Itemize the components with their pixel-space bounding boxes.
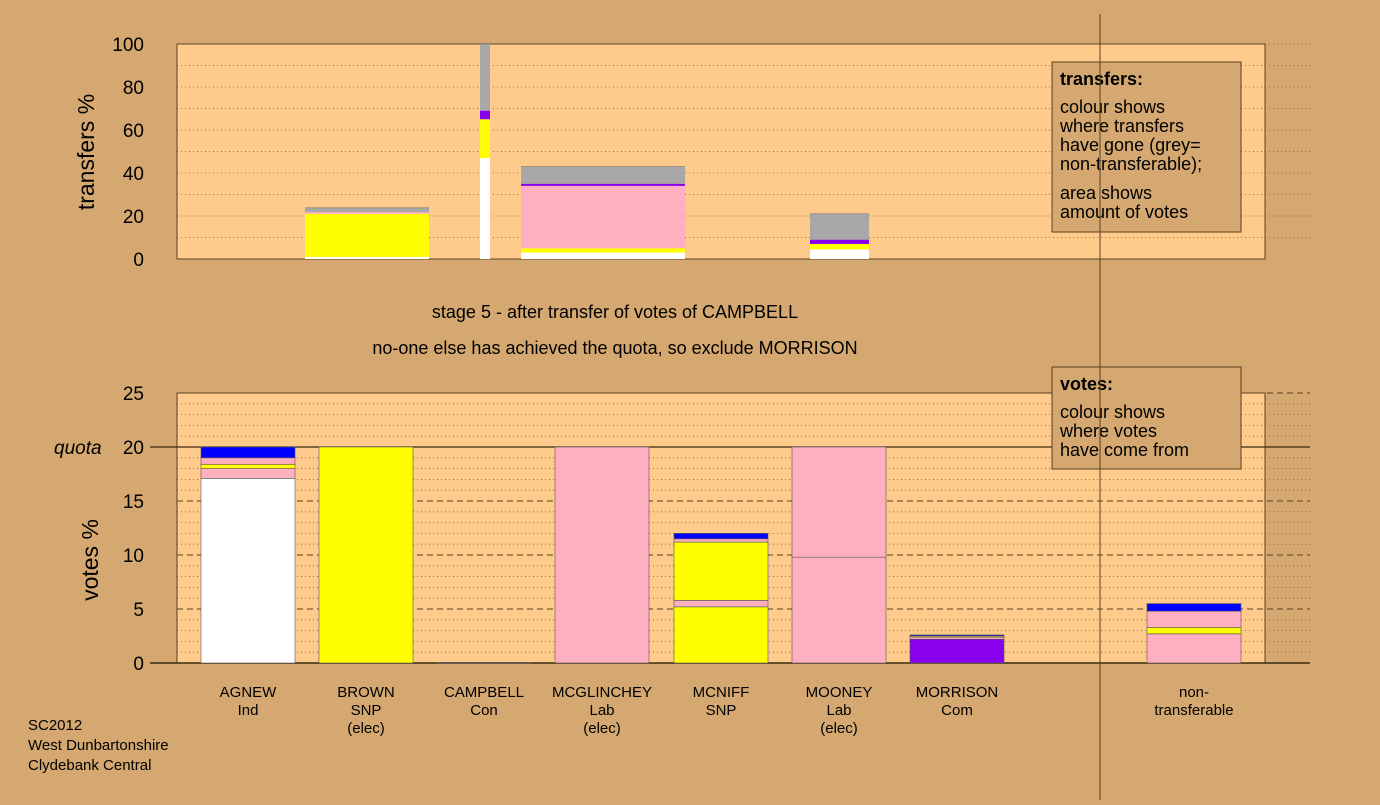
transfers-legend-line: amount of votes — [1060, 202, 1188, 222]
votes-legend-box — [1051, 366, 1242, 470]
vote-segment-agnew-lab — [200, 457, 296, 465]
vote-segment-non-transferable-con — [1146, 603, 1242, 612]
transfers-y-tick-label: 100 — [112, 35, 144, 56]
transfer-segment-mooney-non_transferable — [810, 213, 869, 240]
transfer-segment-campbell-ind — [480, 157, 490, 259]
vote-segment-mcglinchey-lab — [554, 446, 650, 664]
candidate-name-label: MCGLINCHEY — [552, 684, 652, 701]
vote-segment-non-transferable-snp — [1146, 627, 1242, 635]
candidate-status-label: (elec) — [820, 720, 858, 737]
votes-y-tick-label: 15 — [123, 492, 144, 513]
candidate-name-label: CAMPBELL — [444, 684, 524, 701]
vote-segment-mooney-lab — [791, 446, 887, 558]
vote-segment-agnew-con — [200, 446, 296, 459]
transfers-legend-line: non-transferable); — [1060, 154, 1202, 174]
footer-line-3: Clydebank Central — [28, 757, 152, 774]
quota-label: quota — [54, 438, 102, 459]
votes-y-tick-label: 5 — [133, 600, 144, 621]
votes-y-tick-label: 0 — [133, 654, 144, 675]
vote-segment-morrison-com — [909, 638, 1005, 664]
candidate-party-label: Lab — [826, 702, 851, 719]
vote-segment-brown-snp — [318, 446, 414, 664]
vote-segment-morrison-lab — [909, 636, 1005, 640]
footer: SC2012 West Dunbartonshire Clydebank Cen… — [28, 716, 169, 776]
transfer-segment-agnew-snp — [305, 213, 429, 257]
transfer-segment-agnew-non_transferable — [305, 207, 429, 213]
vote-segment-mcniff-con — [673, 533, 769, 540]
candidate-party-label: SNP — [351, 702, 382, 719]
vote-segment-mooney-lab — [791, 556, 887, 664]
transfer-segment-mooney-ind — [810, 249, 869, 259]
candidate-name-label: MCNIFF — [693, 684, 750, 701]
footer-line-2: West Dunbartonshire — [28, 737, 169, 754]
candidate-status-label: (elec) — [583, 720, 621, 737]
transfer-segment-mooney-snp — [810, 243, 869, 250]
nontransferable-label: transferable — [1154, 702, 1233, 719]
candidate-status-label: (elec) — [347, 720, 385, 737]
vote-segment-mcniff-lab — [673, 538, 769, 543]
transfer-segment-campbell-snp — [480, 119, 490, 158]
candidate-party-label: Com — [941, 702, 973, 719]
vote-segment-mcniff-snp — [673, 606, 769, 664]
vote-segment-agnew-snp — [200, 463, 296, 469]
transfer-segment-mcglinchey-com — [521, 183, 685, 186]
transfer-segment-mcglinchey-lab — [521, 185, 685, 249]
votes-y-tick-label: 25 — [123, 384, 144, 405]
transfers-legend-box — [1051, 61, 1242, 233]
votes-legend-line: have come from — [1060, 440, 1189, 460]
transfers-y-tick-label: 20 — [123, 207, 144, 228]
transfer-segment-campbell-non_transferable — [480, 44, 490, 111]
candidate-party-label: Con — [470, 702, 498, 719]
vote-segment-non-transferable-lab — [1146, 610, 1242, 628]
transfer-segment-mooney-com — [810, 239, 869, 244]
vote-segment-agnew-lab — [200, 468, 296, 479]
transfers-y-tick-label: 0 — [133, 250, 144, 271]
votes-y-tick-label: 10 — [123, 546, 144, 567]
transfer-segment-campbell-com — [480, 110, 490, 120]
candidate-party-label: SNP — [706, 702, 737, 719]
vote-segment-mcniff-lab — [673, 600, 769, 608]
candidate-name-label: MOONEY — [806, 684, 873, 701]
votes-y-axis-label: votes % — [77, 519, 103, 601]
stage-subtitle: no-one else has achieved the quota, so e… — [372, 338, 857, 358]
candidate-name-label: AGNEW — [220, 684, 278, 701]
vote-segment-non-transferable-lab — [1146, 633, 1242, 664]
transfer-segment-mcglinchey-ind — [521, 252, 685, 259]
candidate-party-label: Ind — [238, 702, 259, 719]
transfers-legend-line: colour shows — [1060, 97, 1165, 117]
candidate-party-label: Lab — [589, 702, 614, 719]
transfer-segment-agnew-lab — [305, 212, 429, 214]
votes-legend-heading: votes: — [1060, 374, 1113, 394]
vote-segment-mcniff-snp — [673, 541, 769, 601]
vote-segment-campbell-con — [436, 662, 532, 664]
transfers-y-tick-label: 60 — [123, 121, 144, 142]
stage-title: stage 5 - after transfer of votes of CAM… — [432, 302, 798, 322]
transfer-segment-mcglinchey-snp — [521, 248, 685, 253]
transfers-legend-line: have gone (grey= — [1060, 135, 1201, 155]
vote-segment-agnew-ind — [200, 478, 296, 664]
vote-segment-morrison-con — [909, 634, 1005, 637]
transfer-segment-mcglinchey-non_transferable — [521, 166, 685, 184]
votes-legend-line: where votes — [1059, 421, 1157, 441]
transfers-legend-heading: transfers: — [1060, 69, 1143, 89]
transfers-y-tick-label: 40 — [123, 164, 144, 185]
footer-line-1: SC2012 — [28, 717, 83, 734]
nontransferable-label: non- — [1179, 684, 1209, 701]
votes-y-tick-label: 20 — [123, 438, 144, 459]
transfers-y-tick-label: 80 — [123, 78, 144, 99]
transfers-legend-line: where transfers — [1059, 116, 1184, 136]
transfers-legend-line: area shows — [1060, 183, 1152, 203]
candidate-name-label: BROWN — [337, 684, 395, 701]
votes-legend-line: colour shows — [1060, 402, 1165, 422]
transfers-y-axis-label: transfers % — [73, 94, 99, 210]
transfer-segment-agnew-ind — [305, 256, 429, 259]
candidate-name-label: MORRISON — [916, 684, 999, 701]
